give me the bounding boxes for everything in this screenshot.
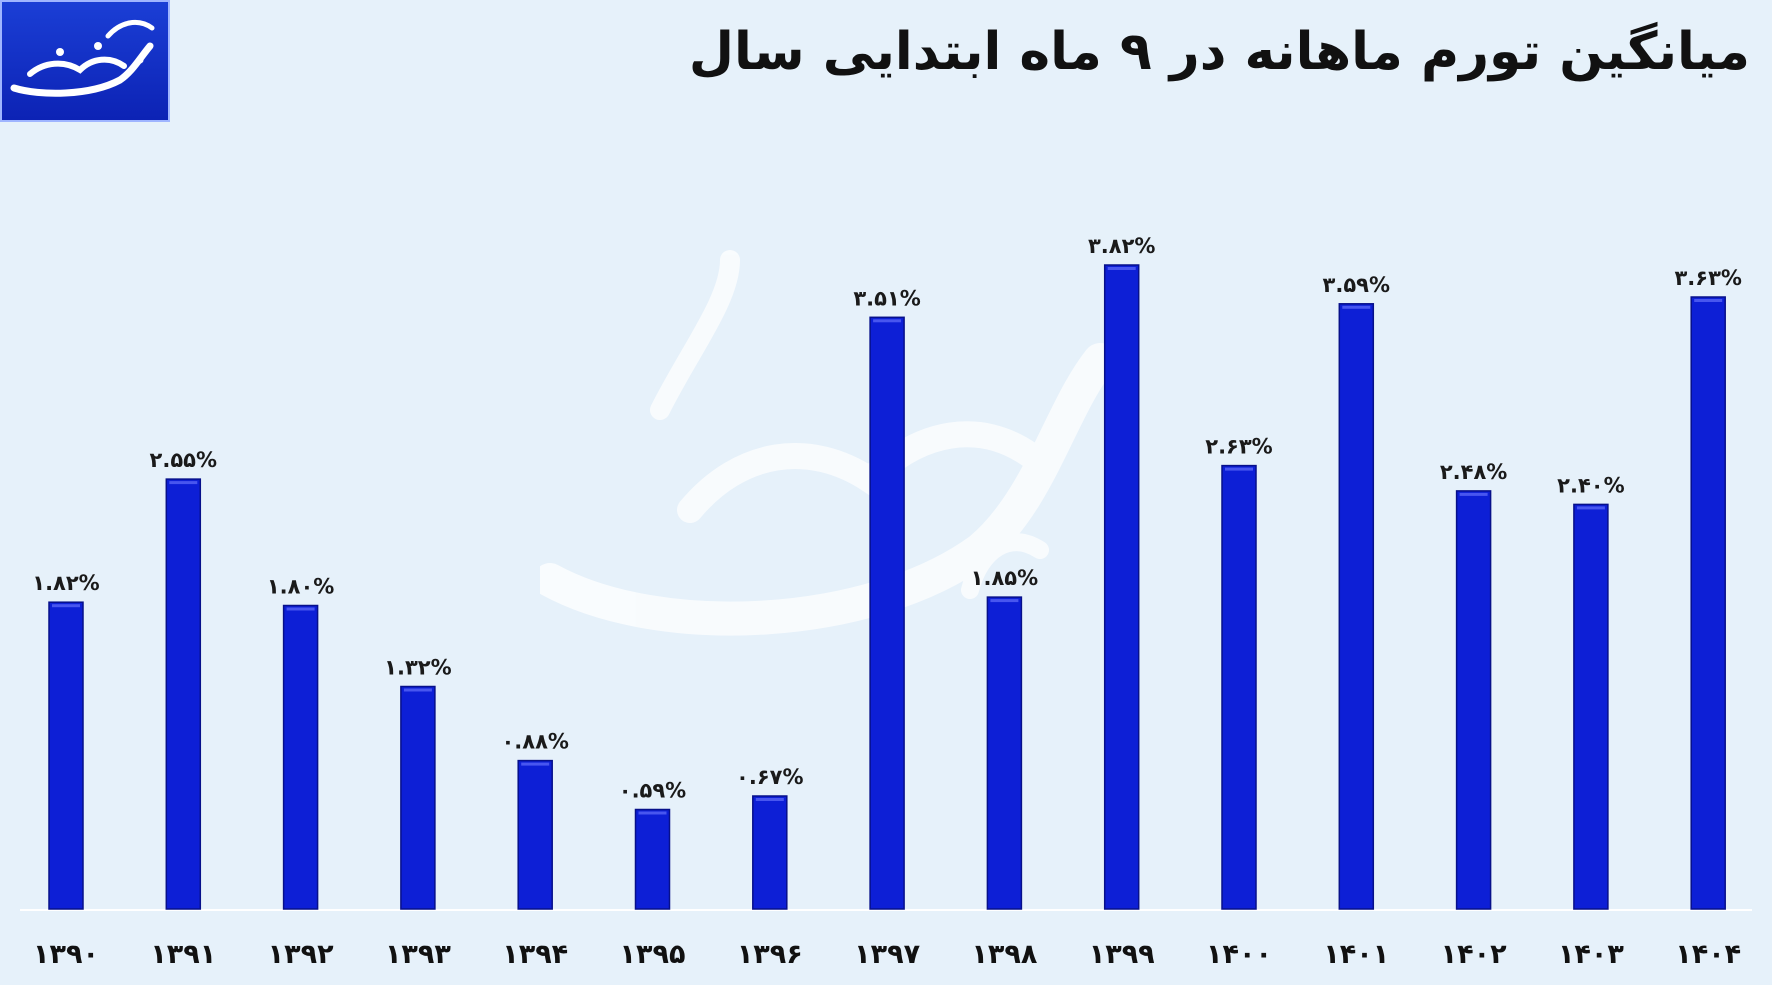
bar-highlight-6 (755, 798, 784, 801)
x-tick-label-3: ۱۳۹۳ (385, 939, 451, 970)
data-label-4: ۰.۸۸% (501, 730, 568, 754)
data-labels-group: ۱.۸۲% ۲.۵۵% ۱.۸۰% ۱.۳۲% ۰.۸۸% ۰.۵۹% ۰.۶۷% ۳.۵۱%… (32, 234, 1742, 803)
data-label-0: ۱.۸۲% (32, 571, 99, 595)
bar-highlight-7 (873, 319, 902, 323)
data-label-11: ۳.۵۹% (1323, 273, 1390, 297)
x-tick-labels-group: ۱۳۹۰ ۱۳۹۱ ۱۳۹۲ ۱۳۹۳ ۱۳۹۴ ۱۳۹۵ ۱۳۹۶ ۱۳۹۷ ۱۳۹۸ ۱۳۹۹… (33, 939, 1741, 970)
brand-logo (0, 0, 170, 122)
x-tick-label-2: ۱۳۹۲ (268, 939, 334, 970)
logo-calligraphy-icon (10, 19, 155, 97)
bar-12 (1455, 490, 1492, 910)
bar-highlight-8 (990, 599, 1019, 603)
bar-4 (517, 759, 553, 910)
bar-8 (986, 596, 1023, 910)
bar-14 (1690, 296, 1726, 910)
data-label-6: ۰.۶۷% (736, 765, 803, 789)
bar-highlight-11 (1342, 305, 1371, 309)
data-label-13: ۲.۴۰% (1557, 473, 1624, 497)
data-label-2: ۱.۸۰% (267, 575, 334, 599)
data-label-9: ۳.۸۲% (1088, 234, 1155, 258)
data-label-5: ۰.۵۹% (619, 779, 686, 803)
bar-highlight-2 (286, 607, 315, 611)
bar-highlight-10 (1225, 467, 1253, 471)
bars-group (48, 264, 1726, 910)
data-label-10: ۲.۶۳% (1205, 435, 1272, 459)
bar-9 (1103, 264, 1140, 910)
bar-1 (165, 478, 202, 910)
chart-title: میانگین تورم ماهانه در ۹ ماه ابتدایی سال (688, 22, 1750, 82)
x-tick-label-11: ۱۴۰۱ (1323, 939, 1389, 970)
data-label-8: ۱.۸۵% (971, 566, 1038, 590)
data-label-7: ۳.۵۱% (853, 286, 920, 310)
x-tick-label-10: ۱۴۰۰ (1206, 939, 1272, 970)
bar-5 (634, 808, 671, 910)
bar-13 (1573, 503, 1609, 910)
bar-highlight-9 (1107, 267, 1136, 270)
bar-3 (400, 685, 436, 910)
bar-highlight-0 (52, 604, 80, 608)
x-tick-label-8: ۱۳۹۸ (971, 939, 1037, 970)
x-tick-label-5: ۱۳۹۵ (620, 939, 686, 970)
bar-0 (48, 601, 84, 910)
data-label-14: ۳.۶۳% (1674, 266, 1741, 290)
x-tick-label-0: ۱۳۹۰ (33, 939, 99, 970)
bar-6 (752, 795, 788, 910)
bar-7 (869, 316, 905, 910)
bar-11 (1338, 303, 1375, 910)
bar-highlight-4 (521, 762, 550, 766)
bar-2 (282, 604, 319, 910)
data-label-1: ۲.۵۵% (150, 448, 217, 472)
x-tick-label-13: ۱۴۰۳ (1558, 939, 1624, 970)
bar-highlight-3 (403, 688, 432, 692)
x-tick-label-7: ۱۳۹۷ (854, 939, 920, 970)
bar-highlight-14 (1694, 299, 1723, 302)
data-label-12: ۲.۴۸% (1440, 460, 1507, 484)
x-tick-label-14: ۱۴۰۴ (1675, 939, 1741, 970)
x-tick-label-9: ۱۳۹۹ (1089, 939, 1155, 970)
bar-10 (1221, 464, 1257, 910)
bar-highlight-5 (638, 811, 667, 815)
x-tick-label-12: ۱۴۰۲ (1441, 939, 1507, 970)
bar-highlight-13 (1576, 506, 1605, 510)
x-tick-label-6: ۱۳۹۶ (737, 939, 803, 970)
x-tick-label-1: ۱۳۹۱ (150, 939, 216, 970)
bar-highlight-12 (1459, 492, 1488, 496)
bar-highlight-1 (169, 481, 198, 485)
x-tick-label-4: ۱۳۹۴ (502, 939, 568, 970)
data-label-3: ۱.۳۲% (384, 656, 451, 680)
